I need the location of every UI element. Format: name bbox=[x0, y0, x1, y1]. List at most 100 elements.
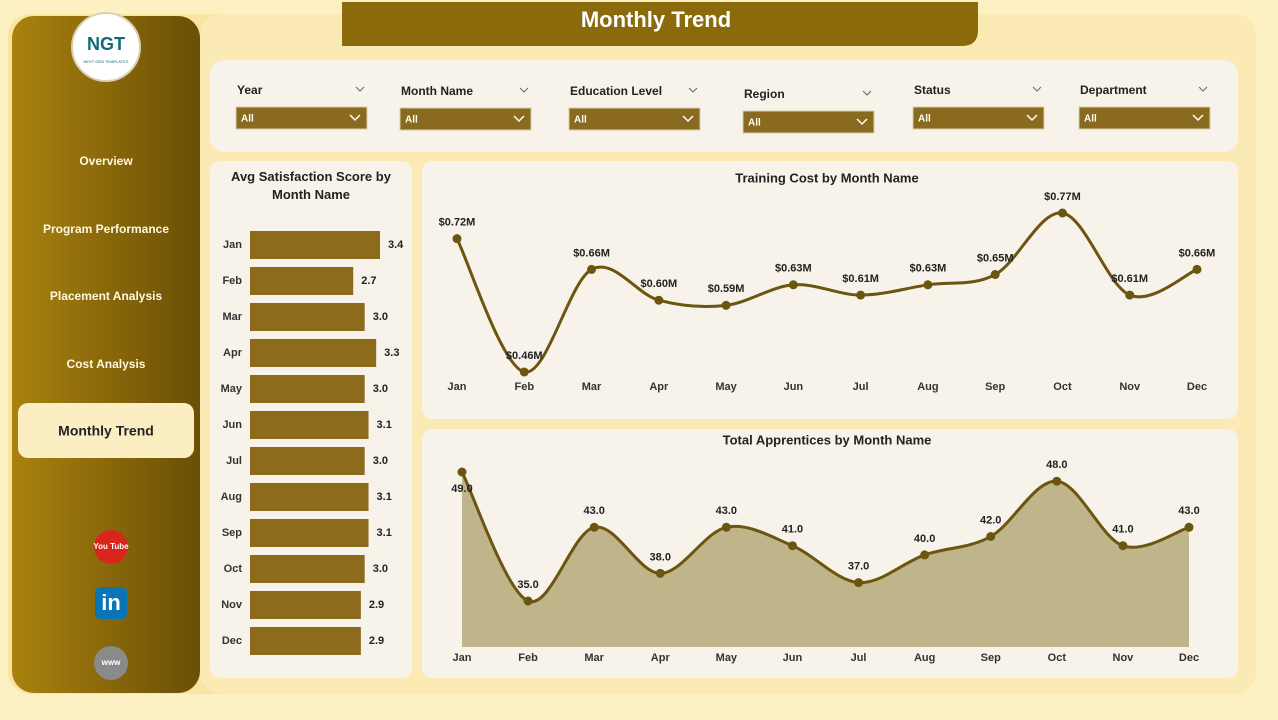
nav-item[interactable]: Program Performance bbox=[43, 222, 169, 236]
data-label: $0.60M bbox=[640, 278, 677, 290]
data-label: 3.0 bbox=[373, 383, 388, 395]
bar bbox=[250, 627, 361, 655]
data-label: $0.63M bbox=[910, 263, 947, 275]
filter-dropdown[interactable] bbox=[912, 106, 1045, 130]
web-text: www bbox=[101, 658, 121, 667]
point bbox=[457, 467, 467, 477]
data-label: $0.61M bbox=[842, 273, 879, 285]
filter-chevron bbox=[688, 87, 698, 93]
filter-label: Year bbox=[237, 83, 263, 97]
point bbox=[1192, 264, 1202, 274]
nav-item[interactable]: Placement Analysis bbox=[50, 289, 163, 303]
point bbox=[986, 532, 996, 541]
x-tick-label: Jan bbox=[448, 381, 467, 393]
data-label: 2.9 bbox=[369, 635, 384, 647]
x-tick-label: Jun bbox=[784, 381, 804, 393]
youtube-text: You Tube bbox=[93, 542, 129, 551]
x-tick-label: Nov bbox=[1119, 381, 1141, 393]
x-tick-label: Mar bbox=[582, 381, 602, 393]
dropdown-chevron bbox=[1192, 114, 1204, 122]
x-tick-label: Dec bbox=[1187, 381, 1207, 393]
data-label: 38.0 bbox=[650, 551, 671, 563]
linkedin-text: in bbox=[101, 590, 121, 615]
point bbox=[721, 522, 731, 532]
point bbox=[1184, 522, 1194, 532]
bar bbox=[250, 411, 369, 439]
filter-dropdown[interactable] bbox=[568, 107, 701, 131]
y-tick-label: Jul bbox=[226, 455, 242, 467]
bar bbox=[250, 483, 369, 511]
dropdown-chevron bbox=[682, 115, 694, 123]
point bbox=[523, 596, 533, 606]
data-label: 49.0 bbox=[451, 483, 472, 495]
point bbox=[856, 290, 866, 300]
filter-chevron bbox=[862, 90, 872, 96]
linkedin-icon[interactable] bbox=[95, 587, 127, 619]
filter-dropdown[interactable] bbox=[1078, 106, 1211, 130]
nav-item[interactable]: Monthly Trend bbox=[58, 423, 154, 439]
x-tick-label: Jun bbox=[783, 652, 803, 664]
logo bbox=[71, 12, 141, 82]
filter-dropdown[interactable] bbox=[742, 110, 875, 134]
point bbox=[519, 367, 529, 377]
y-tick-label: Nov bbox=[221, 599, 243, 611]
data-label: 3.4 bbox=[388, 239, 404, 251]
data-label: 43.0 bbox=[583, 505, 604, 517]
data-label: $0.63M bbox=[775, 263, 812, 275]
point bbox=[788, 280, 798, 290]
y-tick-label: Dec bbox=[222, 635, 242, 647]
point bbox=[1125, 290, 1135, 300]
x-tick-label: Aug bbox=[917, 381, 938, 393]
x-tick-label: Sep bbox=[985, 381, 1005, 393]
x-tick-label: Apr bbox=[651, 652, 671, 664]
nav-item[interactable]: Overview bbox=[79, 154, 133, 168]
data-label: $0.66M bbox=[1179, 247, 1216, 259]
data-label: 3.1 bbox=[377, 491, 392, 503]
filter-label: Department bbox=[1080, 83, 1147, 97]
data-label: $0.72M bbox=[439, 217, 476, 229]
filter-label: Status bbox=[914, 83, 951, 97]
point bbox=[655, 568, 665, 578]
data-label: $0.46M bbox=[506, 350, 543, 362]
filter-chevron bbox=[519, 87, 529, 93]
dropdown-chevron bbox=[1026, 114, 1038, 122]
filter-dropdown[interactable] bbox=[399, 107, 532, 131]
x-tick-label: May bbox=[716, 652, 738, 664]
point bbox=[923, 280, 933, 290]
y-tick-label: Apr bbox=[223, 347, 243, 359]
web-icon[interactable] bbox=[94, 646, 128, 680]
data-label: 40.0 bbox=[914, 533, 935, 545]
bar bbox=[250, 447, 365, 475]
filter-value: All bbox=[1084, 114, 1097, 125]
data-label: 37.0 bbox=[848, 560, 869, 572]
chart-title: Avg Satisfaction Score by Month Name bbox=[231, 169, 391, 202]
x-tick-label: Feb bbox=[518, 652, 538, 664]
point bbox=[787, 541, 797, 551]
filter-dropdown[interactable] bbox=[235, 106, 368, 130]
x-tick-label: Mar bbox=[584, 652, 604, 664]
y-tick-label: Sep bbox=[222, 527, 242, 539]
filter-label: Month Name bbox=[401, 84, 473, 98]
page-title: Monthly Trend bbox=[581, 7, 731, 32]
data-label: 3.0 bbox=[373, 563, 388, 575]
y-tick-label: Jun bbox=[222, 419, 242, 431]
y-tick-label: May bbox=[221, 383, 243, 395]
x-tick-label: Feb bbox=[514, 381, 534, 393]
nav-item[interactable]: Cost Analysis bbox=[67, 357, 146, 371]
chart-title: Total Apprentices by Month Name bbox=[723, 432, 932, 447]
dropdown-chevron bbox=[513, 115, 525, 123]
filter-chevron bbox=[355, 86, 365, 92]
filter-panel bbox=[210, 60, 1238, 152]
data-label: 2.9 bbox=[369, 599, 384, 611]
filter-label: Education Level bbox=[570, 84, 662, 98]
chart-title: Training Cost by Month Name bbox=[735, 170, 918, 185]
youtube-icon[interactable] bbox=[94, 530, 128, 564]
bar bbox=[250, 303, 365, 331]
point bbox=[990, 270, 1000, 280]
data-label: $0.59M bbox=[708, 283, 745, 295]
nav-active-bg bbox=[18, 403, 194, 458]
data-label: 2.7 bbox=[361, 275, 376, 287]
point bbox=[589, 522, 599, 532]
bar bbox=[250, 555, 365, 583]
